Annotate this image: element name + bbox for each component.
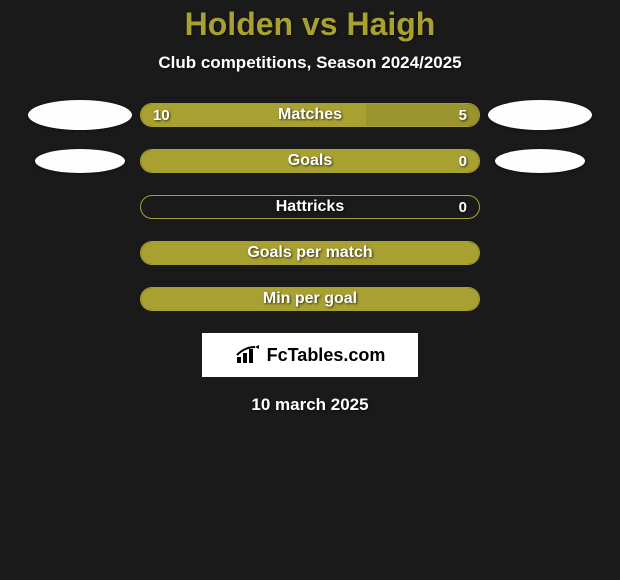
avatar-placeholder <box>28 100 132 130</box>
stat-bar-matches: 10 Matches 5 <box>140 103 480 127</box>
player-photo-left <box>20 149 140 173</box>
player-photo-right <box>480 100 600 130</box>
player-photo-right <box>480 149 600 173</box>
stat-row-goals-per-match: Goals per match <box>0 241 620 265</box>
avatar-placeholder <box>488 100 592 130</box>
stat-label: Goals <box>141 150 479 172</box>
stats-rows: 10 Matches 5 Goals 0 <box>0 103 620 311</box>
stat-label: Hattricks <box>141 196 479 218</box>
stat-label: Min per goal <box>141 288 479 310</box>
avatar-placeholder <box>35 149 125 173</box>
stat-bar-goals-per-match: Goals per match <box>140 241 480 265</box>
stat-value-right: 0 <box>459 196 467 218</box>
avatar-placeholder <box>495 149 585 173</box>
stat-label: Goals per match <box>141 242 479 264</box>
stat-row-min-per-goal: Min per goal <box>0 287 620 311</box>
stat-value-right: 5 <box>459 104 467 126</box>
page-title: Holden vs Haigh <box>0 6 620 43</box>
stat-row-goals: Goals 0 <box>0 149 620 173</box>
brand-badge[interactable]: FcTables.com <box>202 333 418 377</box>
stat-bar-goals: Goals 0 <box>140 149 480 173</box>
stat-bar-hattricks: Hattricks 0 <box>140 195 480 219</box>
stat-row-hattricks: Hattricks 0 <box>0 195 620 219</box>
subtitle: Club competitions, Season 2024/2025 <box>0 53 620 73</box>
stat-value-right: 0 <box>459 150 467 172</box>
brand-text: FcTables.com <box>267 345 386 366</box>
stat-bar-min-per-goal: Min per goal <box>140 287 480 311</box>
stat-row-matches: 10 Matches 5 <box>0 103 620 127</box>
generated-date: 10 march 2025 <box>0 395 620 415</box>
stat-label: Matches <box>141 104 479 126</box>
brand-chart-icon <box>235 345 261 365</box>
player-photo-left <box>20 100 140 130</box>
comparison-card: Holden vs Haigh Club competitions, Seaso… <box>0 0 620 580</box>
